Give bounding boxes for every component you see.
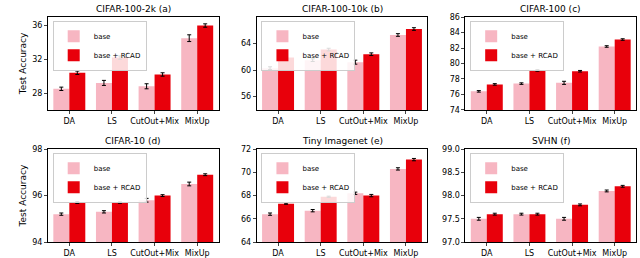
svg-text:base: base: [511, 165, 528, 173]
svg-text:98.0: 98.0: [442, 191, 460, 200]
svg-text:DA: DA: [64, 249, 76, 258]
svg-text:base: base: [94, 33, 111, 41]
svg-text:base + RCAD: base + RCAD: [302, 52, 349, 60]
svg-text:60: 60: [241, 66, 251, 75]
svg-text:base: base: [302, 33, 319, 41]
svg-text:MixUp: MixUp: [602, 249, 627, 258]
svg-text:CutOut+Mix: CutOut+Mix: [548, 117, 597, 126]
svg-text:base + RCAD: base + RCAD: [302, 184, 349, 192]
svg-text:74: 74: [450, 106, 460, 115]
svg-text:68: 68: [241, 191, 251, 200]
svg-text:78: 78: [450, 75, 460, 84]
svg-text:64: 64: [241, 39, 251, 48]
svg-text:98: 98: [32, 145, 42, 154]
svg-text:MixUp: MixUp: [185, 117, 210, 126]
svg-text:base + RCAD: base + RCAD: [94, 52, 141, 60]
svg-text:base: base: [511, 33, 528, 41]
svg-text:CutOut+Mix: CutOut+Mix: [130, 249, 179, 258]
svg-text:LS: LS: [107, 117, 117, 126]
svg-text:76: 76: [450, 90, 460, 99]
svg-text:MixUp: MixUp: [394, 249, 419, 258]
svg-text:base + RCAD: base + RCAD: [511, 184, 558, 192]
svg-text:99.0: 99.0: [442, 145, 460, 154]
svg-text:CIFAR-100 (c): CIFAR-100 (c): [520, 4, 581, 14]
svg-text:CutOut+Mix: CutOut+Mix: [130, 117, 179, 126]
svg-text:MixUp: MixUp: [185, 249, 210, 258]
svg-text:Tiny Imagenet (e): Tiny Imagenet (e): [302, 136, 383, 146]
svg-text:82: 82: [450, 44, 460, 53]
svg-text:CutOut+Mix: CutOut+Mix: [339, 117, 388, 126]
svg-text:DA: DA: [481, 249, 493, 258]
svg-text:LS: LS: [525, 249, 535, 258]
svg-text:56: 56: [241, 92, 251, 101]
svg-text:LS: LS: [316, 249, 326, 258]
svg-text:LS: LS: [316, 117, 326, 126]
svg-text:97.0: 97.0: [442, 238, 460, 247]
svg-text:94: 94: [32, 238, 42, 247]
svg-text:CIFAR-100-2k (a): CIFAR-100-2k (a): [96, 4, 171, 14]
svg-text:Test Accuracy: Test Accuracy: [18, 32, 28, 95]
svg-text:Test Accuracy: Test Accuracy: [18, 164, 28, 227]
svg-text:86: 86: [450, 13, 460, 22]
svg-text:base: base: [94, 165, 111, 173]
svg-text:LS: LS: [107, 249, 117, 258]
svg-text:98.5: 98.5: [442, 168, 460, 177]
svg-text:96: 96: [32, 191, 42, 200]
svg-text:97.5: 97.5: [442, 215, 460, 224]
svg-text:CIFAR-10 (d): CIFAR-10 (d): [105, 136, 161, 146]
svg-text:base + RCAD: base + RCAD: [511, 52, 558, 60]
svg-text:DA: DA: [481, 117, 493, 126]
svg-text:84: 84: [450, 28, 460, 37]
svg-text:32: 32: [32, 55, 42, 64]
svg-text:base: base: [302, 165, 319, 173]
svg-text:DA: DA: [272, 249, 284, 258]
svg-text:MixUp: MixUp: [602, 117, 627, 126]
svg-text:CIFAR-100-10k (b): CIFAR-100-10k (b): [302, 4, 383, 14]
svg-text:DA: DA: [64, 117, 76, 126]
svg-text:70: 70: [241, 168, 251, 177]
svg-text:66: 66: [241, 215, 251, 224]
svg-text:DA: DA: [272, 117, 284, 126]
svg-text:72: 72: [241, 145, 251, 154]
svg-text:36: 36: [32, 21, 42, 30]
svg-text:LS: LS: [525, 117, 535, 126]
svg-text:80: 80: [450, 59, 460, 68]
svg-text:64: 64: [241, 238, 251, 247]
svg-text:CutOut+Mix: CutOut+Mix: [548, 249, 597, 258]
svg-text:28: 28: [32, 89, 42, 98]
svg-text:base + RCAD: base + RCAD: [94, 184, 141, 192]
svg-text:SVHN (f): SVHN (f): [532, 136, 570, 146]
svg-text:MixUp: MixUp: [394, 117, 419, 126]
svg-text:CutOut+Mix: CutOut+Mix: [339, 249, 388, 258]
